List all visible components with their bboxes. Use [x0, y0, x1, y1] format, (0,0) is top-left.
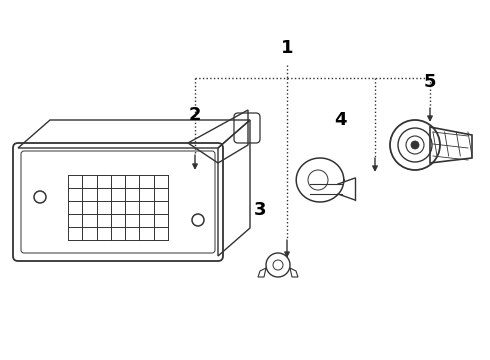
Text: 3: 3: [254, 201, 266, 219]
Circle shape: [411, 141, 419, 149]
Text: 1: 1: [281, 39, 293, 57]
Text: 4: 4: [334, 111, 346, 129]
Text: 5: 5: [424, 73, 436, 91]
Text: 2: 2: [189, 106, 201, 124]
